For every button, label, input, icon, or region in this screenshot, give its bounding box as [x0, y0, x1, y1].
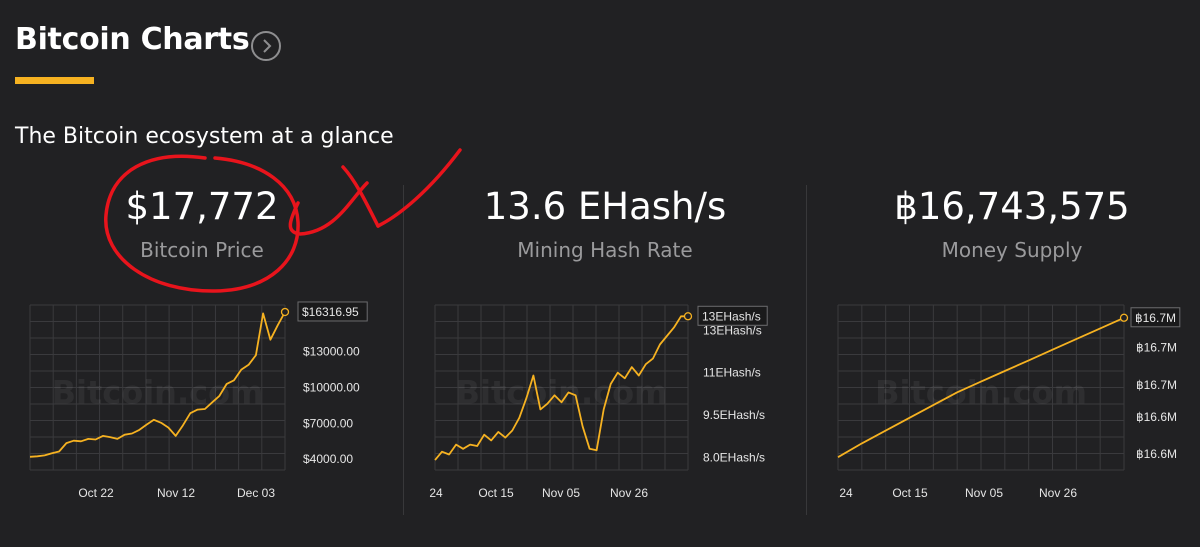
money-supply-value: ฿16,743,575	[894, 185, 1130, 228]
last-value-box	[697, 305, 768, 326]
series-line	[29, 311, 286, 458]
money-supply-chart[interactable]: Bitcoin.com ฿16.6M ฿16.6M ฿16.7M ฿16.7M ฿16.7…	[806, 290, 1200, 520]
last-value-label: 13EHash/s	[702, 309, 761, 323]
watermark-logo: Bitcoin.com	[875, 374, 1087, 412]
last-value-label: $16316.95	[302, 305, 359, 319]
last-point-marker	[683, 312, 693, 321]
y-tick-label: ฿16.7M	[1136, 341, 1177, 355]
last-point-marker	[280, 307, 290, 317]
last-point-marker	[1119, 313, 1129, 322]
x-tick-label: Nov 26	[1039, 486, 1077, 500]
page-title: Bitcoin Charts	[15, 22, 250, 57]
y-tick-label: 13EHash/s	[703, 323, 762, 337]
last-value-box	[1130, 307, 1181, 328]
hash-rate-value: 13.6 EHash/s	[483, 185, 727, 228]
x-tick-label: Dec 03	[237, 486, 275, 500]
x-tick-label: Nov 05	[542, 486, 580, 500]
series-line	[837, 316, 1125, 458]
hash-rate-chart[interactable]: Bitcoin.com 8.0EHash/s 9.5EHash/s 11EHash/s…	[403, 290, 803, 520]
y-tick-label: 11EHash/s	[703, 366, 761, 380]
y-tick-label: $13000.00	[303, 345, 360, 359]
last-value-box	[297, 301, 368, 322]
column-divider	[403, 185, 404, 515]
y-tick-label: $4000.00	[303, 452, 353, 466]
x-tick-label: Nov 05	[965, 486, 1003, 500]
y-tick-label: ฿16.6M	[1136, 447, 1177, 461]
money-supply-label: Money Supply	[941, 238, 1083, 262]
y-tick-label: 9.5EHash/s	[703, 408, 765, 422]
x-tick-label: Oct 22	[78, 486, 114, 500]
y-tick-label: ฿16.6M	[1136, 410, 1177, 424]
page-subtitle: The Bitcoin ecosystem at a glance	[15, 124, 394, 149]
watermark-logo: Bitcoin.com	[456, 374, 668, 412]
x-tick-label: Oct 15	[478, 486, 514, 500]
y-tick-label: 8.0EHash/s	[703, 450, 765, 464]
x-tick-label: Nov 12	[157, 486, 195, 500]
hash-rate-label: Mining Hash Rate	[517, 238, 693, 262]
y-tick-label: $7000.00	[303, 416, 353, 430]
last-value-label: ฿16.7M	[1135, 311, 1176, 325]
y-tick-label: ฿16.7M	[1136, 378, 1177, 392]
series-line	[434, 315, 688, 461]
x-tick-label: 24	[429, 486, 443, 500]
bitcoin-price-chart[interactable]: Bitcoin.com $4000.00 $7000.00 $10000.00 $130…	[0, 290, 400, 520]
x-tick-label: Oct 15	[892, 486, 928, 500]
chevron-right-circle-icon[interactable]	[251, 31, 281, 61]
x-tick-label: 24	[839, 486, 853, 500]
watermark-logo: Bitcoin.com	[52, 374, 264, 412]
x-tick-label: Nov 26	[610, 486, 648, 500]
title-underline	[15, 77, 94, 84]
bitcoin-price-value: $17,772	[125, 185, 279, 228]
y-tick-label: $10000.00	[303, 381, 360, 395]
column-divider	[806, 185, 807, 515]
bitcoin-price-label: Bitcoin Price	[140, 238, 264, 262]
